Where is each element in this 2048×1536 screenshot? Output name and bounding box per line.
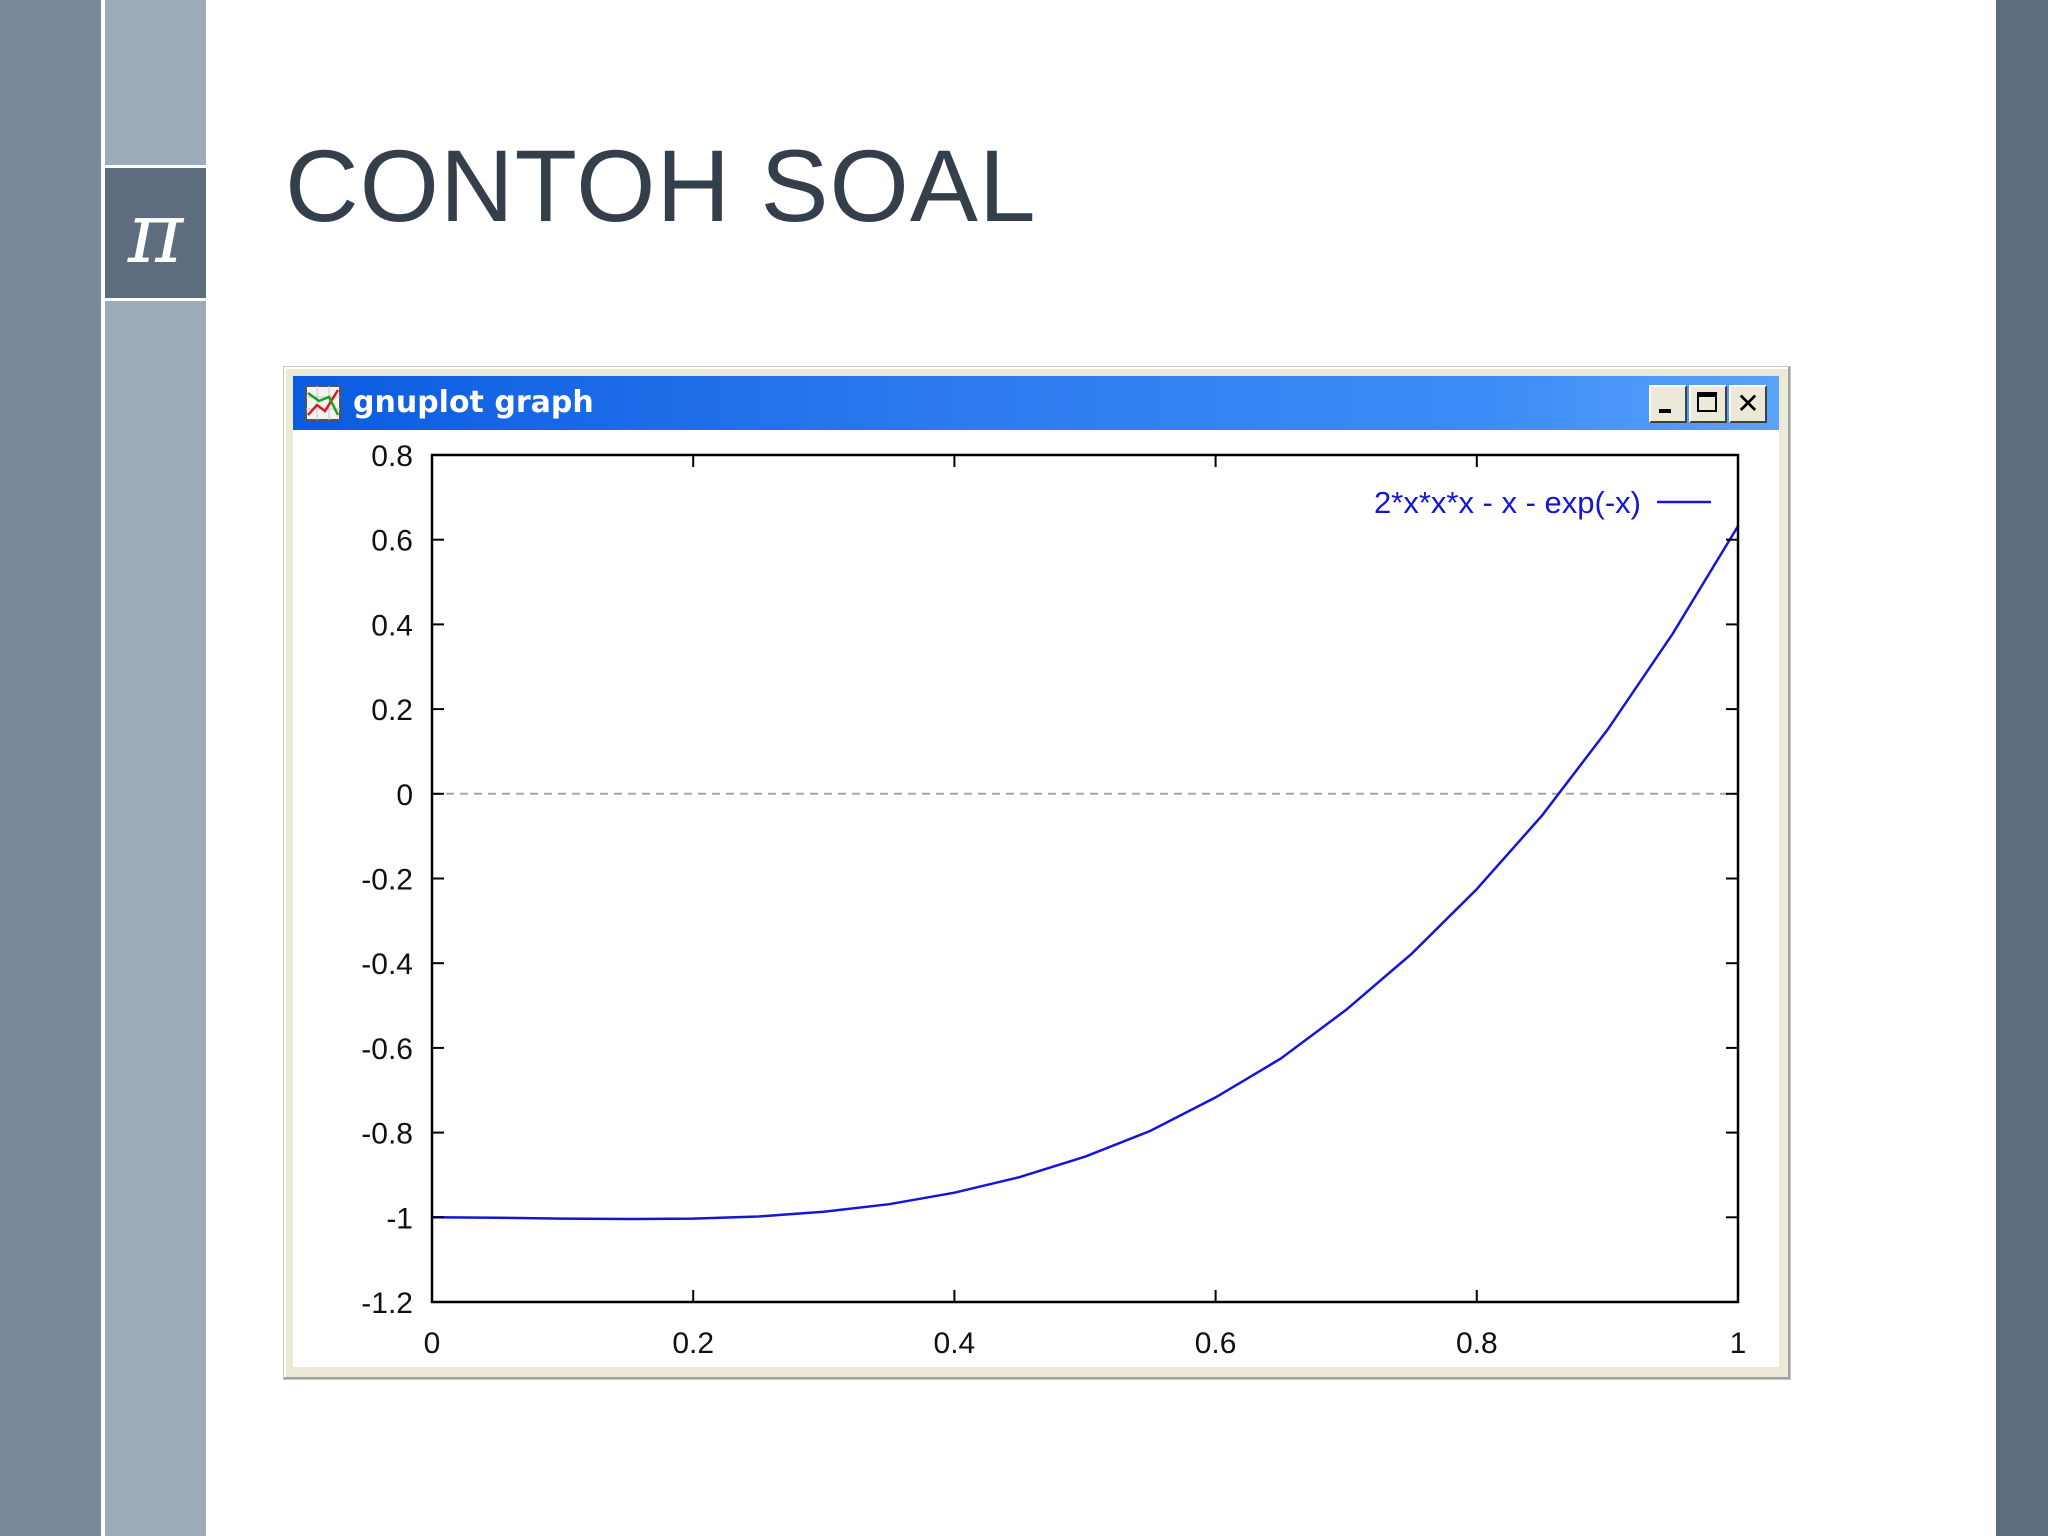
close-icon: ✕ [1736,387,1760,420]
x-axis-tick-labels: 0 0.2 0.4 0.6 0.8 1 [424,1327,1747,1360]
y-tick-label: -1 [386,1202,413,1235]
y-tick-label: -0.2 [361,864,413,897]
series-line [431,525,1740,1221]
left-decor-divider [101,0,105,1536]
y-tick-label: 0 [396,779,413,812]
x-tick-label: 1 [1730,1327,1747,1360]
x-tick-label: 0.8 [1456,1327,1498,1360]
y-axis-tick-labels: 0.8 0.6 0.4 0.2 0 -0.2 -0.4 -0.6 -0.8 -1 -1.2 [361,440,413,1320]
y-tick-label: -0.4 [361,948,413,981]
x-tick-label: 0.4 [934,1327,976,1360]
maximize-button[interactable] [1689,385,1727,423]
x-tick-label: 0 [424,1327,441,1360]
legend-label: 2*x*x*x - x - exp(-x) [1374,485,1641,520]
window-title: gnuplot graph [353,385,594,420]
plot-area: 0.8 0.6 0.4 0.2 0 -0.2 -0.4 -0.6 -0.8 -1 -1.2 0 0.2… [293,430,1779,1367]
close-button[interactable]: ✕ [1729,385,1767,423]
left-decor-band-dark [0,0,101,1536]
x-tick-label: 0.2 [672,1327,714,1360]
pi-icon: π [127,184,184,282]
slide-title: CONTOH SOAL [285,129,1037,243]
y-tick-label: 0.8 [371,440,413,473]
gnuplot-chart: 0.8 0.6 0.4 0.2 0 -0.2 -0.4 -0.6 -0.8 -1 -1.2 0 0.2… [361,440,1747,1360]
x-tick-label: 0.6 [1195,1327,1237,1360]
y-tick-label: -0.8 [361,1118,413,1151]
right-decor-band [1996,0,2048,1536]
plot-frame [430,453,1740,1304]
minimize-button[interactable] [1649,385,1687,423]
legend: 2*x*x*x - x - exp(-x) [1374,485,1711,520]
gnuplot-window: gnuplot graph ✕ 0.8 0.6 0.4 0.2 0 -0.2 -0.4 -0.… [283,366,1791,1380]
y-tick-label: 0.2 [371,694,413,727]
pi-symbol-badge: π [105,165,206,301]
y-tick-label: 0.6 [371,525,413,558]
axis-ticks [431,454,1739,1303]
gnuplot-graph-icon [305,385,341,421]
y-tick-label: -0.6 [361,1033,413,1066]
window-titlebar[interactable]: gnuplot graph ✕ [293,376,1779,430]
y-tick-label: -1.2 [361,1287,413,1320]
y-tick-label: 0.4 [371,609,413,642]
